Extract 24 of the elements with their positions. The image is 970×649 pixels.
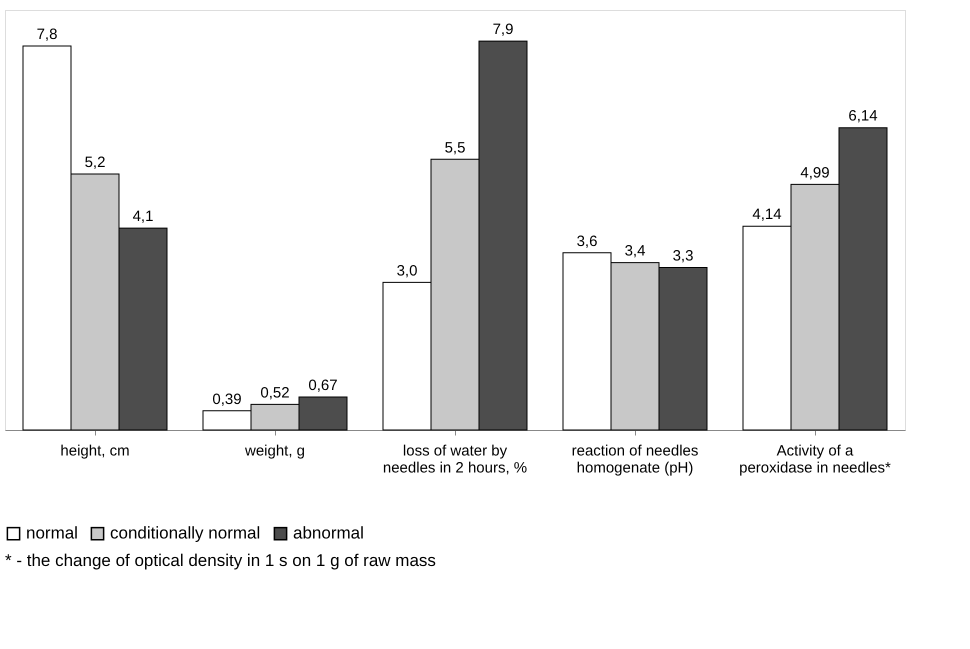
data-label: 4,99 xyxy=(800,164,830,182)
data-label: 6,14 xyxy=(848,108,878,125)
data-label: 7,9 xyxy=(492,21,514,38)
legend-label: normal xyxy=(26,524,78,543)
data-label: 3,4 xyxy=(624,242,646,260)
data-label: 5,5 xyxy=(444,139,466,156)
data-label: 3,6 xyxy=(576,232,598,250)
data-label: 0,52 xyxy=(260,384,290,402)
data-label: 4,1 xyxy=(132,208,154,226)
x-tick-label: weight, g xyxy=(244,442,306,460)
data-label: 3,0 xyxy=(396,262,418,280)
text: * - the change of optical density in 1 s on 1 g of raw mass xyxy=(5,551,436,570)
data-label: 3,3 xyxy=(672,248,694,265)
legend-label: conditionally normal xyxy=(110,524,260,543)
x-tick-label: Activity of a peroxidase in needles* xyxy=(739,442,892,476)
data-label: 5,2 xyxy=(84,154,106,172)
x-tick-label: loss of water by needles in 2 hours, % xyxy=(382,442,528,476)
data-label: 7,8 xyxy=(36,26,58,44)
x-tick-label: height, cm xyxy=(60,442,130,460)
data-label: 0,67 xyxy=(308,377,338,394)
x-tick-label: reaction of needles homogenate (pH) xyxy=(572,442,698,476)
data-label: 4,14 xyxy=(752,206,782,224)
legend-label: abnormal xyxy=(293,524,364,543)
data-label: 0,39 xyxy=(212,390,242,408)
